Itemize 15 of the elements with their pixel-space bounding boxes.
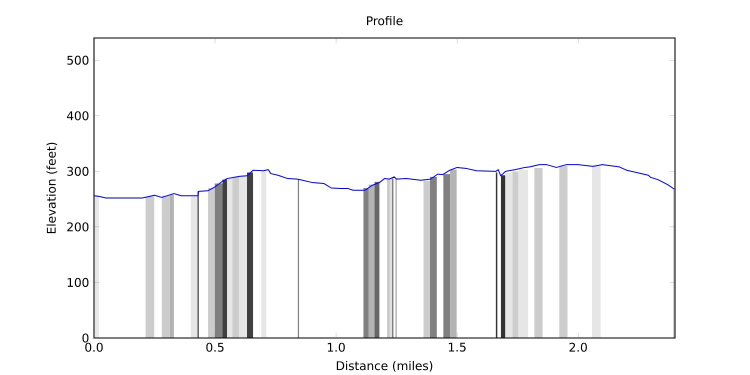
x-tick-label: 1.5 [448,342,466,352]
x-axis-title: Distance (miles) [336,360,432,372]
x-tick-label: 0.0 [85,342,103,352]
y-tick-label: 300 [67,166,88,176]
y-tick-label: 200 [67,222,88,232]
x-tick-label: 1.0 [328,342,345,352]
x-tick-label: 2.0 [570,342,587,352]
chart-title: Profile [367,16,403,26]
y-tick-label: 400 [66,111,88,120]
y-tick-label: 100 [68,278,88,287]
x-tick-label: 0.5 [206,342,224,352]
y-axis-title: Elevation (feet) [46,142,58,234]
y-tick-label: 500 [67,56,88,65]
line-series [94,164,675,199]
y-tick-label: 0 [82,333,88,343]
